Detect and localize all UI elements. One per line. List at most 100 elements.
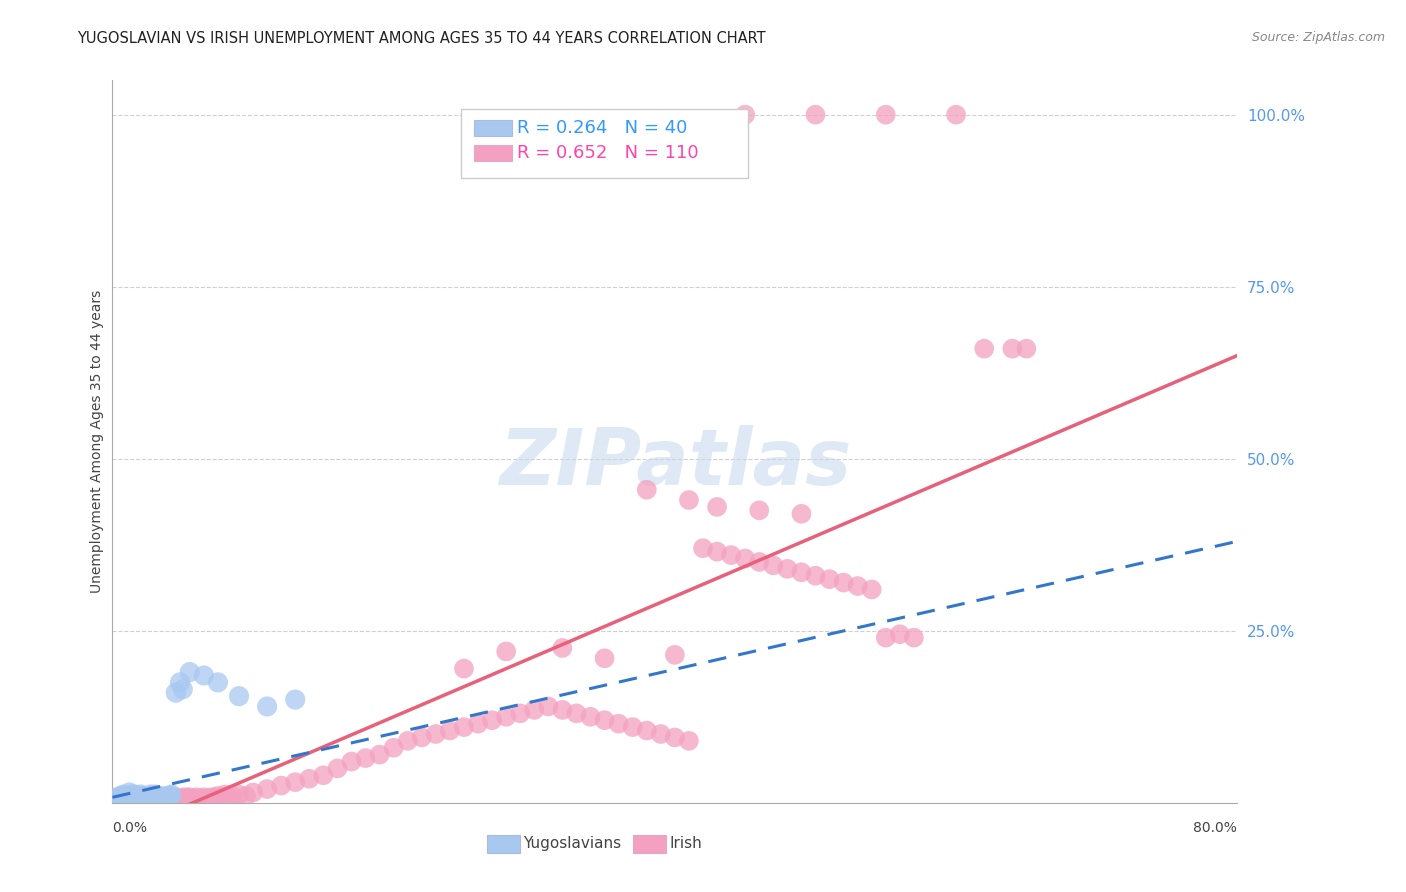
Point (368, 747, 391, 762)
Point (118, 785, 141, 799)
Point (860, 582, 883, 597)
Point (636, 483, 658, 497)
Point (186, 790, 208, 805)
Point (129, 790, 152, 805)
Point (193, 790, 215, 805)
Point (197, 791, 219, 805)
Point (256, 699, 278, 714)
Text: 80.0%: 80.0% (1194, 821, 1237, 835)
Point (110, 789, 132, 803)
Point (411, 731, 433, 745)
Point (242, 785, 264, 799)
Point (818, 572, 841, 586)
Point (146, 791, 169, 805)
Text: 0.0%: 0.0% (112, 821, 148, 835)
Point (1015, 342, 1038, 356)
Point (945, 108, 967, 122)
Point (720, 548, 742, 562)
Point (115, 790, 138, 805)
FancyBboxPatch shape (461, 109, 748, 178)
Point (111, 790, 134, 805)
Point (124, 788, 146, 802)
Point (776, 562, 799, 576)
Point (143, 790, 166, 805)
Point (169, 791, 191, 805)
Point (692, 541, 714, 556)
Point (706, 544, 728, 558)
Point (678, 734, 700, 748)
Point (664, 731, 686, 745)
Point (114, 791, 136, 805)
Point (256, 782, 278, 797)
Point (284, 775, 307, 789)
Point (190, 791, 212, 805)
Point (762, 558, 785, 573)
Point (143, 788, 166, 802)
Point (1001, 342, 1024, 356)
Point (523, 703, 546, 717)
Point (804, 568, 827, 582)
Point (148, 790, 170, 805)
Point (121, 788, 143, 802)
Point (127, 790, 149, 805)
Point (228, 788, 250, 802)
Point (131, 790, 153, 805)
Text: ZIPatlas: ZIPatlas (499, 425, 851, 501)
Point (228, 689, 250, 703)
Point (973, 342, 995, 356)
Point (636, 723, 658, 738)
Point (129, 788, 152, 802)
Point (169, 675, 191, 690)
Point (565, 706, 588, 721)
Point (425, 727, 447, 741)
Point (105, 790, 128, 805)
Point (165, 686, 187, 700)
Point (214, 788, 236, 802)
Point (579, 710, 602, 724)
Point (155, 790, 177, 805)
Point (790, 566, 813, 580)
Point (200, 790, 222, 805)
Point (207, 675, 229, 690)
Point (136, 790, 159, 805)
Point (593, 713, 616, 727)
Point (155, 791, 177, 805)
FancyBboxPatch shape (474, 120, 512, 136)
Point (136, 790, 159, 805)
Point (132, 789, 155, 803)
Point (160, 788, 183, 802)
Point (607, 716, 630, 731)
Point (183, 791, 205, 805)
Point (903, 631, 925, 645)
Point (326, 761, 349, 775)
Point (152, 790, 174, 805)
Point (495, 644, 517, 658)
FancyBboxPatch shape (633, 835, 666, 853)
Point (157, 790, 180, 805)
Point (453, 720, 475, 734)
Point (108, 790, 131, 805)
Point (509, 706, 531, 721)
Point (176, 790, 198, 805)
Point (125, 791, 148, 805)
Point (179, 790, 201, 805)
Point (467, 716, 489, 731)
Point (108, 792, 131, 806)
Point (122, 790, 145, 805)
Point (650, 727, 672, 741)
Point (284, 692, 307, 706)
Point (221, 789, 243, 803)
Point (179, 665, 201, 679)
Point (551, 703, 574, 717)
Point (270, 779, 292, 793)
Y-axis label: Unemployment Among Ages 35 to 44 years: Unemployment Among Ages 35 to 44 years (90, 290, 104, 593)
Point (150, 790, 173, 805)
Point (141, 791, 163, 805)
Point (145, 789, 167, 803)
Point (120, 790, 142, 805)
Text: Source: ZipAtlas.com: Source: ZipAtlas.com (1251, 31, 1385, 45)
Point (138, 791, 160, 805)
Point (174, 791, 197, 805)
Point (235, 789, 257, 803)
Text: R = 0.652   N = 110: R = 0.652 N = 110 (517, 145, 699, 162)
